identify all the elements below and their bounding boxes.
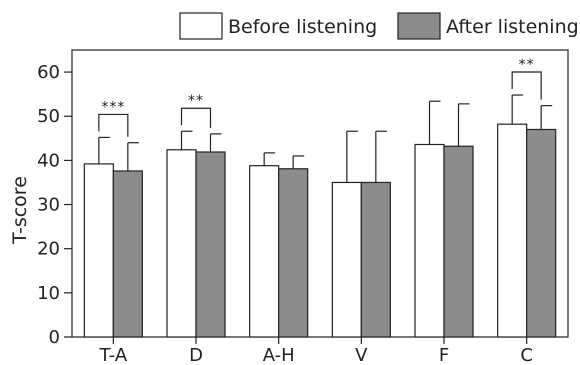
plot-frame (71, 49, 569, 338)
bar-after-T-A (112, 170, 143, 338)
legend-label-before: Before listening (228, 16, 377, 38)
y-tick-label: 50 (37, 106, 60, 127)
significance-bracket-C (511, 71, 542, 100)
x-axis: T-A D A-H V F C (98, 337, 533, 365)
significance-group: *** **** (98, 57, 542, 137)
bar-before-T-A (83, 163, 114, 338)
bar-after-V (360, 181, 391, 338)
bar-after-A-H (278, 168, 309, 338)
bar-after-C (526, 128, 557, 338)
bar-before-F (414, 143, 445, 338)
significance-bracket-T-A (98, 113, 129, 137)
error-bars-group (98, 94, 553, 183)
significance-bracket-D (180, 107, 212, 128)
y-tick-label: 20 (37, 239, 60, 260)
significance-label-C: ** (519, 57, 535, 73)
bar-after-F (443, 145, 474, 338)
bar-before-D (166, 149, 197, 338)
legend-swatch-before (179, 12, 223, 40)
legend: Before listening After listening (179, 12, 579, 40)
x-tick-label: A-H (263, 345, 295, 365)
x-tick-label: F (439, 345, 449, 365)
x-tick-label: V (355, 345, 368, 365)
bar-before-C (497, 123, 528, 338)
legend-label-after: After listening (446, 16, 579, 38)
x-tick-label: D (189, 345, 203, 365)
x-tick-label: C (520, 345, 533, 365)
y-tick-label: 60 (37, 62, 60, 83)
y-tick-label: 40 (37, 150, 60, 171)
y-tick-label: 30 (37, 195, 60, 216)
significance-label-T-A: *** (101, 99, 125, 115)
x-tick-label: T-A (98, 345, 127, 365)
y-tick-label: 10 (37, 283, 60, 304)
bar-after-D (195, 151, 226, 338)
y-axis-title: T-score (9, 176, 31, 245)
significance-label-D: ** (188, 93, 204, 109)
bars-group (83, 123, 557, 338)
y-axis: 0 10 20 30 40 50 60 (37, 62, 72, 348)
bar-before-V (331, 181, 362, 338)
bar-before-A-H (249, 165, 280, 338)
y-tick-label: 0 (49, 327, 60, 348)
legend-swatch-after (397, 12, 441, 40)
